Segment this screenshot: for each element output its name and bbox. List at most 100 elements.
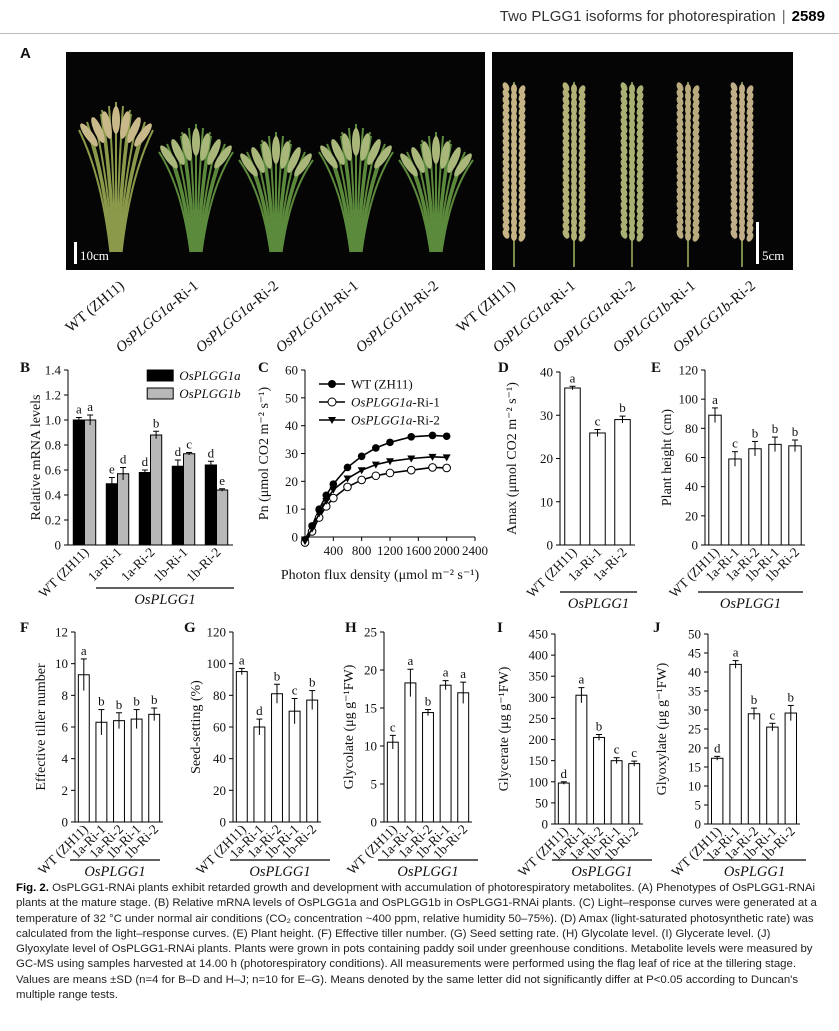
grain bbox=[685, 196, 691, 206]
rice-panicle bbox=[272, 136, 280, 164]
y-tick-label: 2 bbox=[62, 783, 69, 798]
rice-stem bbox=[238, 159, 272, 253]
significance-letter: b bbox=[309, 675, 316, 690]
panicle-3 bbox=[620, 82, 644, 267]
data-point bbox=[329, 493, 338, 503]
y-tick-label: 40 bbox=[213, 751, 226, 766]
data-point bbox=[442, 463, 451, 473]
grain bbox=[685, 217, 691, 227]
y-tick-label: 25 bbox=[688, 722, 701, 737]
grain bbox=[739, 196, 745, 206]
data-point bbox=[322, 497, 331, 505]
data-point bbox=[357, 475, 366, 485]
rice-stem bbox=[197, 135, 212, 253]
rice-panicle bbox=[160, 145, 178, 169]
grain bbox=[629, 203, 635, 213]
rice-plant-3 bbox=[238, 132, 314, 253]
bar bbox=[216, 489, 229, 546]
bar bbox=[148, 713, 161, 823]
y-tick-label: 80 bbox=[685, 421, 698, 436]
grain bbox=[685, 182, 691, 192]
y-tick-label: 60 bbox=[213, 720, 226, 735]
bar bbox=[95, 721, 108, 823]
y-tick-label: 30 bbox=[285, 446, 298, 461]
panel-letter: H bbox=[345, 620, 357, 636]
significance-letter: a bbox=[579, 672, 585, 687]
rice-stem bbox=[398, 159, 432, 253]
panicle-1 bbox=[502, 82, 526, 267]
y-tick-label: 0.2 bbox=[45, 513, 61, 528]
rice-plant-2 bbox=[158, 124, 234, 253]
rice-stem bbox=[158, 151, 192, 253]
rice-panicle bbox=[454, 153, 472, 177]
x-axis-label: Photon flux density (μmol m⁻² s⁻¹) bbox=[281, 568, 480, 583]
rice-stem bbox=[435, 135, 444, 253]
significance-letter: c bbox=[732, 436, 738, 451]
grain bbox=[739, 133, 745, 143]
grain bbox=[511, 126, 517, 136]
rice-panicle bbox=[360, 133, 370, 161]
group-label: OsPLGG1 bbox=[249, 864, 310, 880]
y-tick-label: 100 bbox=[679, 392, 699, 407]
bar bbox=[784, 712, 798, 825]
grain bbox=[511, 189, 517, 199]
legend-marker bbox=[328, 417, 336, 424]
y-tick-label: 10 bbox=[364, 739, 377, 754]
data-point bbox=[343, 475, 352, 483]
grain bbox=[685, 203, 691, 213]
rice-plant-5 bbox=[398, 132, 474, 253]
x-tick-label: 1b-Ri-2 bbox=[183, 545, 223, 585]
data-point bbox=[371, 461, 380, 469]
grain bbox=[571, 112, 577, 122]
significance-letter: b bbox=[133, 694, 140, 709]
grain bbox=[511, 154, 517, 164]
figure-caption: Fig. 2. OsPLGG1-RNAi plants exhibit reta… bbox=[16, 881, 825, 1003]
significance-letter: a bbox=[81, 643, 87, 658]
panel-letter-a: A bbox=[20, 45, 31, 62]
grain bbox=[685, 210, 691, 220]
grain bbox=[739, 231, 745, 241]
grain bbox=[511, 133, 517, 143]
legend-gene: OsPLGG1a bbox=[351, 413, 413, 428]
bar bbox=[557, 782, 570, 825]
grain bbox=[518, 232, 526, 242]
grain bbox=[739, 91, 745, 101]
significance-letter: d bbox=[175, 444, 182, 459]
x-tick-label: 2400 bbox=[462, 543, 488, 558]
rice-panicle bbox=[447, 147, 461, 173]
significance-letter: a bbox=[570, 370, 576, 385]
grain bbox=[511, 210, 517, 220]
bar bbox=[708, 414, 722, 546]
group-label: OsPLGG1 bbox=[720, 596, 781, 612]
rice-panicle bbox=[80, 123, 98, 147]
y-tick-label: 50 bbox=[285, 390, 298, 405]
grain bbox=[571, 175, 577, 185]
x-tick-label: 1200 bbox=[377, 543, 403, 558]
group-label: OsPLGG1 bbox=[134, 592, 195, 608]
header-rule bbox=[0, 33, 839, 34]
rice-stem bbox=[406, 151, 433, 253]
significance-letter: b bbox=[151, 692, 158, 707]
y-tick-label: 30 bbox=[688, 703, 701, 718]
rice-plant-1 bbox=[78, 102, 154, 253]
y-tick-label: 1.2 bbox=[45, 388, 61, 403]
panel-letter: D bbox=[498, 360, 509, 376]
x-tick-label: 1600 bbox=[405, 543, 431, 558]
bar bbox=[253, 726, 266, 823]
panel-letter: E bbox=[651, 360, 661, 376]
grain bbox=[571, 147, 577, 157]
grain bbox=[511, 140, 517, 150]
y-tick-label: 1.0 bbox=[45, 413, 61, 428]
y-tick-label: 10 bbox=[540, 494, 553, 509]
series-line bbox=[304, 456, 447, 542]
grain bbox=[629, 168, 635, 178]
rice-stem bbox=[360, 151, 394, 253]
grain bbox=[629, 161, 635, 171]
data-point bbox=[407, 433, 416, 441]
legend-suffix: -Ri-1 bbox=[412, 395, 439, 410]
legend-marker bbox=[327, 397, 337, 407]
y-tick-label: 1.4 bbox=[45, 363, 62, 378]
panicle-5 bbox=[730, 82, 754, 267]
